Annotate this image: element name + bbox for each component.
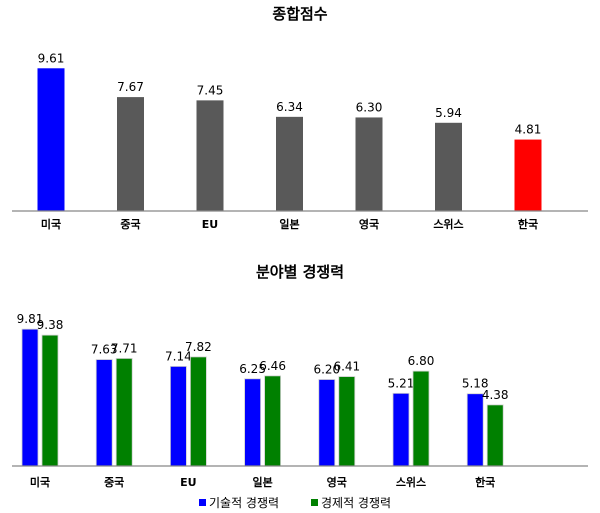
data-label: 6.34 bbox=[276, 100, 303, 114]
data-label: 6.25 bbox=[239, 362, 266, 376]
x-tick-label: 중국 bbox=[104, 476, 124, 489]
x-tick-label: EU bbox=[202, 218, 218, 231]
data-label: 7.63 bbox=[91, 343, 118, 357]
data-label: 5.18 bbox=[462, 377, 489, 391]
bar-1-4 bbox=[338, 376, 356, 467]
data-label: 7.67 bbox=[117, 80, 144, 94]
x-tick-label: 미국 bbox=[41, 217, 61, 231]
bar-1-6 bbox=[486, 404, 504, 467]
x-tick-label: 스위스 bbox=[433, 218, 463, 231]
x-tick-label: 일본 bbox=[279, 217, 299, 231]
data-label: 9.81 bbox=[17, 312, 44, 326]
bar-0-3 bbox=[244, 378, 262, 467]
data-label: 9.38 bbox=[37, 318, 64, 332]
x-tick-label: 한국 bbox=[475, 475, 495, 489]
bar-1-1 bbox=[115, 358, 133, 467]
bar-0-6 bbox=[466, 393, 484, 467]
x-tick-label: EU bbox=[180, 476, 196, 489]
bar-1-2 bbox=[189, 356, 207, 467]
overall-score-chart: 9.61 미국 7.67 중국 7.45 EU 6.34 일본 6.30 영국 5.94 스위스 4.8… bbox=[12, 51, 588, 231]
data-label: 5.94 bbox=[435, 106, 462, 120]
bar-0-0 bbox=[21, 328, 39, 467]
x-tick-label: 한국 bbox=[518, 217, 538, 231]
legend: 기술적 경쟁력 경제적 경쟁력 bbox=[199, 496, 391, 510]
legend-swatch-1 bbox=[311, 499, 318, 506]
bar-4 bbox=[355, 117, 383, 211]
x-tick-label: 영국 bbox=[359, 218, 379, 231]
bar-1-3 bbox=[264, 375, 282, 467]
data-label: 4.81 bbox=[515, 123, 542, 137]
bar-1 bbox=[117, 97, 144, 211]
bar-3 bbox=[276, 116, 303, 211]
bar-2 bbox=[196, 100, 224, 211]
legend-label: 경제적 경쟁력 bbox=[321, 496, 391, 510]
x-tick-label: 중국 bbox=[120, 218, 140, 231]
data-label: 5.21 bbox=[388, 376, 415, 390]
x-tick-label: 스위스 bbox=[396, 476, 426, 489]
data-label: 6.20 bbox=[313, 363, 340, 377]
data-label: 7.45 bbox=[197, 83, 224, 97]
x-tick-label: 일본 bbox=[252, 475, 272, 489]
data-label: 6.41 bbox=[333, 360, 360, 374]
bar-5 bbox=[435, 122, 462, 211]
bar-6 bbox=[514, 139, 542, 211]
bar-0-4 bbox=[318, 379, 336, 467]
bar-0-5 bbox=[392, 392, 410, 467]
data-label: 7.14 bbox=[165, 349, 192, 363]
bar-1-5 bbox=[412, 370, 430, 467]
bar-0-1 bbox=[95, 359, 113, 467]
legend-swatch-0 bbox=[199, 499, 206, 506]
data-label: 7.82 bbox=[185, 340, 212, 354]
sector-competitiveness-chart: 9.819.38 미국 7.637.71 중국 7.147.82 EU 6.256.46 일본… bbox=[12, 312, 588, 489]
data-label: 4.38 bbox=[482, 388, 509, 402]
data-label: 9.61 bbox=[38, 51, 65, 65]
legend-label: 기술적 경쟁력 bbox=[209, 496, 279, 510]
x-tick-label: 영국 bbox=[327, 476, 347, 489]
data-label: 6.30 bbox=[356, 100, 383, 114]
data-label: 7.71 bbox=[111, 341, 138, 355]
data-label: 6.46 bbox=[259, 359, 286, 373]
chart-title-overall: 종합점수 bbox=[272, 5, 327, 23]
x-tick-label: 미국 bbox=[30, 475, 50, 489]
chart-title-sector: 분야별 경쟁력 bbox=[256, 263, 344, 281]
data-label: 6.80 bbox=[408, 354, 435, 368]
bar-0 bbox=[37, 68, 65, 211]
bar-1-0 bbox=[41, 334, 59, 467]
bar-0-2 bbox=[169, 365, 187, 467]
